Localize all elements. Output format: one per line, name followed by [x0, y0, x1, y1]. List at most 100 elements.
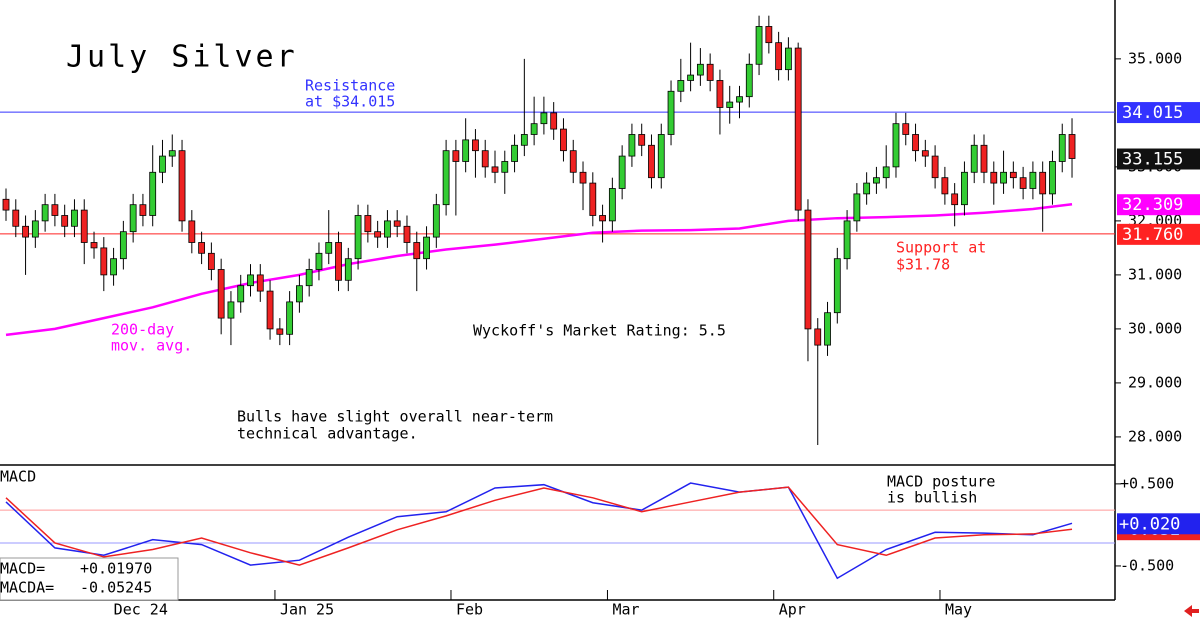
candle-body: [657, 134, 665, 179]
candle-body: [393, 220, 401, 227]
candle-body: [90, 242, 98, 249]
candle-body: [745, 63, 753, 98]
candle-body: [511, 144, 518, 162]
candle-body: [178, 150, 186, 222]
candle-body: [247, 274, 254, 287]
candle-body: [41, 204, 49, 222]
candle-body: [882, 166, 890, 179]
candle-body: [22, 225, 29, 238]
price-box: [1117, 223, 1200, 245]
legend-name: MACDA=: [0, 579, 54, 597]
candle-body: [501, 161, 509, 173]
candle-body: [188, 220, 196, 243]
candle-body: [589, 182, 597, 216]
annotation: Resistance: [305, 77, 395, 95]
candle-body: [833, 258, 841, 314]
y-tick-label: 29.000: [1128, 373, 1182, 391]
price-box: [1117, 194, 1200, 216]
scroll-arrow[interactable]: [1184, 605, 1199, 617]
candle-body: [608, 188, 616, 222]
annotation: Wyckoff's Market Rating: 5.5: [473, 322, 726, 340]
candle-body: [765, 26, 773, 44]
candle-body: [51, 204, 59, 216]
candle-body: [2, 198, 10, 211]
candle-body: [491, 166, 499, 173]
candle-body: [550, 112, 558, 130]
candle-body: [472, 139, 479, 152]
candle-body: [315, 252, 323, 270]
annotation: MACD posture: [887, 473, 995, 491]
candle-body: [344, 258, 352, 281]
candle-body: [804, 209, 812, 330]
candle-body: [687, 74, 694, 81]
candle-body: [31, 220, 39, 238]
candle-body: [305, 269, 313, 287]
candle-body: [207, 252, 215, 270]
candle-body: [726, 101, 734, 108]
candle-body: [843, 220, 851, 260]
chart-title: July Silver: [66, 40, 298, 75]
candle-body: [912, 134, 919, 152]
candle-body: [198, 242, 206, 254]
candle-body: [403, 225, 411, 243]
candle-body: [432, 204, 440, 238]
candle-body: [1049, 161, 1056, 195]
annotation: Bulls have slight overall near-term: [237, 408, 553, 426]
y-tick-label: 30.000: [1128, 319, 1182, 337]
candle-body: [374, 231, 382, 238]
candle-body: [892, 123, 900, 168]
candle-body: [853, 193, 861, 222]
candle-body: [530, 123, 538, 135]
x-tick-label: Feb: [456, 601, 483, 619]
candle-body: [648, 144, 655, 179]
candle-body: [80, 209, 88, 243]
candle-body: [560, 128, 567, 152]
annotation: mov. avg.: [111, 337, 192, 355]
candle-body: [266, 290, 274, 330]
candle-body: [276, 328, 284, 335]
legend-name: MACD=: [0, 560, 45, 578]
candle-body: [736, 96, 743, 103]
candle-body: [716, 80, 724, 108]
candle-body: [168, 150, 176, 157]
candle-body: [1029, 171, 1037, 189]
candle-body: [364, 215, 372, 233]
candle-body: [599, 215, 606, 222]
candle-body: [149, 171, 157, 216]
candle-body: [990, 171, 998, 184]
y-tick-label: 31.000: [1128, 265, 1182, 283]
candle-body: [1009, 171, 1017, 179]
candle-body: [227, 301, 235, 319]
y2-tick-label: +0.500: [1120, 474, 1174, 492]
x-tick-label: Mar: [612, 601, 639, 619]
candle-body: [129, 204, 137, 233]
x-tick-label: Apr: [779, 601, 806, 619]
candle-body: [931, 155, 939, 179]
price-box-label: 32.309: [1122, 195, 1183, 215]
candle-body: [423, 236, 430, 260]
candle-body: [295, 285, 303, 303]
candle-body: [980, 144, 988, 173]
x-tick-label: Jan 25: [280, 601, 334, 619]
annotation: at $34.015: [305, 93, 395, 111]
candle-body: [873, 177, 880, 184]
candle-body: [1058, 134, 1066, 162]
candle-body: [12, 209, 20, 227]
candle-body: [100, 247, 108, 276]
candle-body: [863, 182, 871, 195]
candle-body: [775, 42, 783, 71]
candle-body: [217, 269, 225, 319]
candle-body: [452, 150, 460, 162]
y2-tick-label: -0.500: [1120, 556, 1174, 574]
candle-body: [1000, 171, 1007, 184]
price-box-label: 34.015: [1122, 103, 1183, 123]
legend-box: [0, 557, 179, 601]
candle-body: [442, 150, 450, 206]
macd-title: MACD: [0, 468, 36, 486]
candle-body: [1019, 177, 1027, 189]
candle-body: [540, 112, 548, 125]
candle-body: [413, 242, 421, 260]
candle-body: [325, 242, 333, 254]
